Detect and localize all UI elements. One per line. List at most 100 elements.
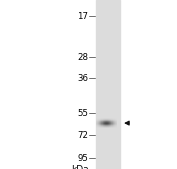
Bar [98,127,99,128]
Bar [108,122,109,123]
Bar [113,119,114,120]
Bar [105,125,106,126]
Bar [96,119,97,120]
Bar [103,126,104,127]
Bar [113,124,114,125]
Bar [105,122,106,123]
Bar [113,120,114,121]
Bar [115,125,116,126]
Bar [103,127,104,128]
Bar [114,122,115,123]
Bar [100,120,101,121]
Bar [112,124,113,125]
Bar [100,123,101,124]
Bar [102,120,103,121]
Bar [108,127,109,128]
Bar [116,118,117,119]
Bar [111,119,112,120]
Bar [96,118,97,119]
Bar [101,123,102,124]
Bar [102,119,103,120]
Bar [101,118,102,119]
Bar [110,118,111,119]
Bar [96,121,97,122]
Bar [102,123,103,124]
Bar [100,127,101,128]
Bar [111,118,112,119]
Bar [107,120,108,121]
Bar [99,118,100,119]
Bar [113,123,114,124]
Text: 95: 95 [78,154,88,163]
Bar [99,122,100,123]
Bar [109,122,110,123]
Bar [106,125,107,126]
Bar [114,119,115,120]
Bar [99,121,100,122]
Bar [110,121,111,122]
Bar [112,122,113,123]
Bar [109,120,110,121]
Bar [104,121,105,122]
Bar [108,124,109,125]
Bar [102,122,103,123]
Bar [108,123,109,124]
Bar [103,122,104,123]
Bar [103,119,104,120]
Bar [105,121,106,122]
Bar [115,119,116,120]
Bar [113,125,114,126]
Bar [98,121,99,122]
Bar [111,126,112,127]
Bar [105,118,106,119]
Bar [105,123,106,124]
Bar [100,122,101,123]
Bar [106,127,107,128]
Bar [116,123,117,124]
Bar [96,126,97,127]
Bar [116,126,117,127]
Bar [111,127,112,128]
Bar [97,123,98,124]
Bar [107,125,108,126]
Bar [107,124,108,125]
Bar [100,125,101,126]
Bar [114,121,115,122]
Bar [109,125,110,126]
Bar [110,119,111,120]
Bar [110,125,111,126]
Bar [99,120,100,121]
Bar [116,124,117,125]
Bar [112,121,113,122]
Bar [109,124,110,125]
Bar [115,118,116,119]
Bar [111,123,112,124]
Bar [97,119,98,120]
Bar [112,120,113,121]
Bar [97,118,98,119]
Bar [115,127,116,128]
Bar [115,121,116,122]
Bar [98,119,99,120]
Bar [102,118,103,119]
Bar [96,120,97,121]
Bar [100,121,101,122]
Text: 72: 72 [78,131,88,140]
Bar [98,118,99,119]
Bar [114,118,115,119]
Bar [111,125,112,126]
Bar [104,126,105,127]
Bar [111,122,112,123]
Bar [103,118,104,119]
Bar [106,124,107,125]
Bar [116,127,117,128]
Bar [108,121,109,122]
Bar [114,125,115,126]
Bar [100,118,101,119]
Bar [96,124,97,125]
Bar [116,120,117,121]
Bar [104,125,105,126]
Bar [107,121,108,122]
Bar [115,124,116,125]
Bar [108,125,109,126]
